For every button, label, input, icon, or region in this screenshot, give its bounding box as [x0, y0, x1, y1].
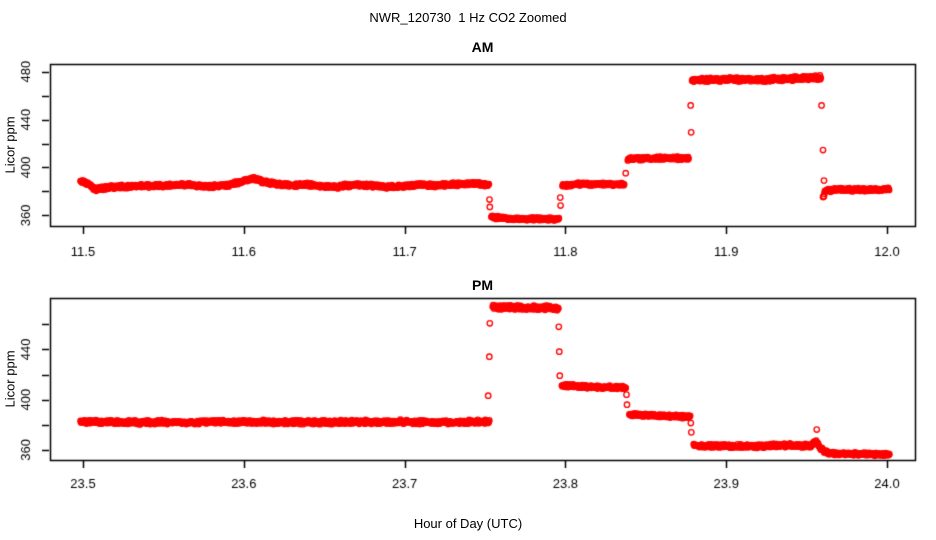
scatter-plot-canvas	[0, 0, 936, 540]
co2-plot-page: NWR_120730 1 Hz CO2 Zoomed AM PM Licor p…	[0, 0, 936, 540]
